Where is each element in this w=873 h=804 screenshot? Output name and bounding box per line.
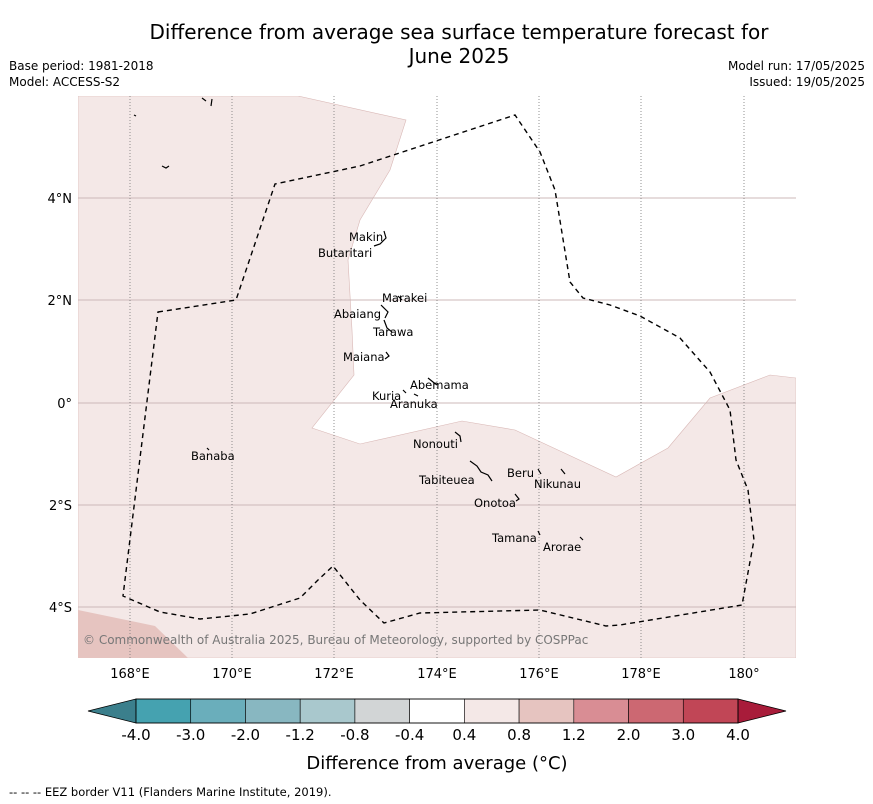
copyright-text: © Commonwealth of Australia 2025, Bureau… — [83, 633, 588, 647]
colorbar-tick-label: -2.0 — [231, 726, 260, 744]
lon-label-180: 180° — [728, 667, 759, 682]
model-text: Model: ACCESS-S2 — [9, 75, 121, 89]
label-abemama: Abemama — [410, 378, 469, 392]
label-tamana: Tamana — [491, 531, 537, 545]
base-period-text: Base period: 1981-2018 — [9, 59, 154, 73]
meta-right: Model run: 17/05/2025 Issued: 19/05/2025 — [728, 58, 865, 90]
label-nonouti: Nonouti — [413, 437, 458, 451]
coast-dot-top — [133, 114, 137, 117]
colorbar-segment — [409, 698, 465, 724]
colorbar: -4.0 -3.0 -2.0 -1.2 -0.8 -0.4 0.4 0.8 1.2 2.0 3.0 4… — [87, 698, 787, 774]
coast-kuria-aranuka — [402, 389, 419, 397]
label-makin: Makin — [349, 230, 383, 244]
lat-label-4s: 4°S — [49, 601, 72, 616]
lat-label-2n: 2°N — [48, 294, 73, 309]
coast-onotoa — [514, 493, 520, 502]
colorbar-segment — [299, 698, 356, 724]
colorbar-tick-label: -3.0 — [176, 726, 205, 744]
coast-marakei — [397, 295, 403, 301]
colorbar-segment — [135, 698, 192, 724]
colorbar-tick-label: 0.8 — [507, 726, 531, 744]
colorbar-tick-label: 3.0 — [671, 726, 695, 744]
colorbar-arrow-high — [737, 698, 787, 724]
colorbar-outline — [135, 698, 739, 724]
colorbar-segment — [628, 698, 684, 724]
model-run-text: Model run: 17/05/2025 — [727, 59, 865, 73]
coast-small-top — [161, 165, 170, 169]
meta-left: Base period: 1981-2018 Model: ACCESS-S2 — [9, 58, 154, 90]
coast-makin-butaritari — [373, 230, 387, 247]
lat-label-4n: 4°N — [48, 192, 73, 207]
eez-border-gilbert — [122, 114, 755, 627]
lon-label-172e: 172°E — [314, 667, 354, 682]
title-line-2: June 2025 — [408, 44, 510, 68]
colorbar-tick-label: -0.8 — [340, 726, 369, 744]
colorbar-tick-label: -4.0 — [121, 726, 150, 744]
coast-maiana — [384, 351, 390, 360]
colorbar-segment — [354, 698, 410, 724]
label-tarawa: Tarawa — [372, 325, 413, 339]
colorbar-segments — [135, 698, 739, 724]
lon-label-170e: 170°E — [212, 667, 252, 682]
colorbar-segment — [464, 698, 520, 724]
colorbar-arrow-low — [87, 698, 137, 724]
label-tabiteuea: Tabiteuea — [418, 473, 475, 487]
colorbar-tick-label: 0.4 — [452, 726, 476, 744]
island-coastlines — [133, 97, 584, 541]
colorbar-tick-labels: -4.0 -3.0 -2.0 -1.2 -0.8 -0.4 0.4 0.8 1.2 2.0 3.0 4… — [121, 726, 750, 744]
title-line-1: Difference from average sea surface temp… — [149, 20, 769, 44]
lon-label-168e: 168°E — [110, 667, 150, 682]
label-beru: Beru — [507, 466, 534, 480]
island-labels: Makin Butaritari Marakei Abaiang Tarawa … — [191, 230, 581, 554]
coast-tamana-arorae — [537, 530, 584, 541]
colorbar-segment — [573, 698, 629, 724]
lon-label-176e: 176°E — [519, 667, 559, 682]
label-abaiang: Abaiang — [334, 307, 381, 321]
issued-text: Issued: 19/05/2025 — [749, 75, 865, 89]
colorbar-segment — [190, 698, 246, 724]
colorbar-tick-label: 4.0 — [726, 726, 750, 744]
label-banaba: Banaba — [191, 449, 235, 463]
colorbar-segment — [682, 698, 739, 724]
lon-label-178e: 178°E — [621, 667, 661, 682]
coast-abaiang — [380, 304, 389, 319]
anomaly-region-medium — [78, 610, 188, 658]
label-arorae: Arorae — [543, 540, 581, 554]
colorbar-segment — [518, 698, 575, 724]
coast-nonouti — [454, 431, 462, 443]
lat-label-2s: 2°S — [49, 499, 72, 514]
colorbar-segment — [245, 698, 301, 724]
colorbar-title: Difference from average (°C) — [306, 753, 567, 774]
lon-label-174e: 174°E — [417, 667, 457, 682]
lon-axis-labels: 168°E 170°E 172°E 174°E 176°E 178°E 180° — [110, 667, 759, 682]
colorbar-tick-label: 1.2 — [562, 726, 586, 744]
label-onotoa: Onotoa — [474, 496, 516, 510]
coast-tarawa — [383, 319, 393, 333]
map-title: Difference from average sea surface temp… — [0, 20, 873, 68]
coast-banaba — [206, 447, 210, 451]
coast-top-left — [201, 97, 213, 107]
colorbar-tick-label: -1.2 — [286, 726, 315, 744]
colorbar-tick-label: 2.0 — [617, 726, 641, 744]
label-marakei: Marakei — [382, 291, 427, 305]
label-maiana: Maiana — [343, 350, 385, 364]
label-aranuka: Aranuka — [390, 397, 438, 411]
lat-label-0: 0° — [57, 397, 72, 412]
coast-abemama — [427, 377, 438, 386]
lat-axis-labels: 4°N 2°N 0° 2°S 4°S — [48, 192, 73, 616]
lon-gridlines — [129, 96, 745, 658]
colorbar-tick-label: -0.4 — [395, 726, 424, 744]
label-kuria: Kuria — [372, 389, 401, 403]
coast-tabiteuea — [469, 460, 493, 482]
coast-beru-nikunau — [537, 468, 566, 475]
label-nikunau: Nikunau — [534, 477, 581, 491]
map-plot: Makin Butaritari Marakei Abaiang Tarawa … — [78, 96, 796, 658]
eez-legend-footer: -- -- -- EEZ border V11 (Flanders Marine… — [9, 785, 332, 799]
label-butaritari: Butaritari — [318, 246, 372, 260]
